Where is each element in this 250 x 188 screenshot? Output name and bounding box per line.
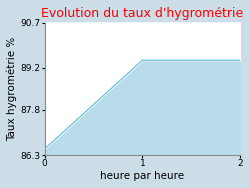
Y-axis label: Taux hygrométrie %: Taux hygrométrie % [7, 37, 18, 141]
X-axis label: heure par heure: heure par heure [100, 171, 184, 181]
Title: Evolution du taux d'hygrométrie: Evolution du taux d'hygrométrie [41, 7, 243, 20]
